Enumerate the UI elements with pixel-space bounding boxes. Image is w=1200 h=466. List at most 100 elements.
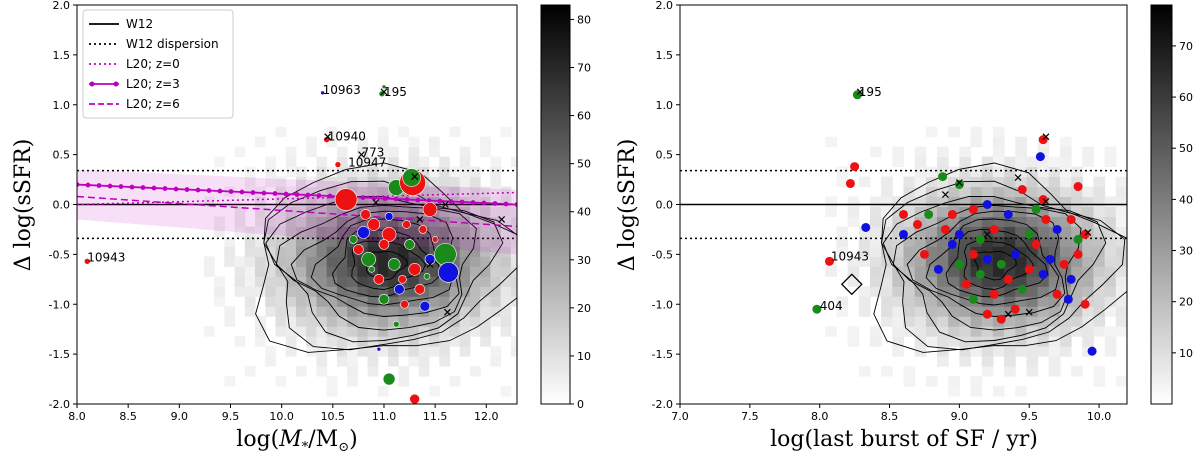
- density-cell: [306, 196, 317, 207]
- density-cell: [937, 336, 949, 347]
- density-cell: [357, 286, 369, 297]
- data-point: [1003, 209, 1013, 219]
- density-cell: [1026, 286, 1039, 297]
- density-cell: [459, 296, 471, 307]
- density-cell: [1026, 196, 1039, 207]
- data-point: [850, 162, 860, 172]
- data-point: [376, 346, 382, 352]
- density-cell: [357, 316, 369, 327]
- density-cell: [408, 146, 420, 158]
- density-cell: [903, 206, 916, 217]
- density-cell: [925, 126, 938, 138]
- density-cell: [388, 306, 399, 317]
- ticks-left: 8.0 8.5 9.0 9.5 10.0 10.5 11.0 11.5 12.0 -2.0 -1.5…: [49, 0, 499, 423]
- density-cell: [881, 306, 893, 317]
- density-cell: [948, 226, 960, 237]
- density-cell: [970, 186, 983, 198]
- data-point: [1059, 259, 1069, 269]
- density-cell: [1093, 326, 1106, 337]
- density-cell: [1015, 246, 1027, 257]
- density-cell: [469, 256, 481, 267]
- density-cell: [1048, 236, 1061, 247]
- density-cell: [265, 346, 277, 357]
- density-cell: [531, 336, 542, 346]
- density-cell: [336, 276, 348, 287]
- contour-line: [255, 162, 517, 353]
- density-cell: [1071, 256, 1083, 267]
- data-point: [982, 309, 992, 319]
- density-cell: [521, 266, 532, 276]
- density-cell: [903, 176, 916, 188]
- density-cell: [881, 316, 893, 327]
- density-cell: [275, 376, 287, 387]
- density-cell: [1004, 216, 1016, 227]
- density-cell: [418, 346, 430, 357]
- data-point: [1066, 214, 1076, 224]
- density-cell: [914, 156, 927, 168]
- density-cell: [439, 156, 450, 168]
- density-cell: [970, 126, 983, 138]
- density-cell: [500, 126, 512, 138]
- density-cell: [992, 236, 1005, 247]
- density-cell: [948, 296, 960, 307]
- density-cell: [255, 286, 266, 297]
- density-cell: [925, 216, 938, 227]
- density-cell: [490, 156, 502, 168]
- density-cell: [914, 206, 927, 217]
- density-cell: [255, 216, 266, 227]
- density-cell: [948, 276, 960, 287]
- density-cell: [469, 236, 481, 247]
- density-cell: [388, 346, 399, 357]
- density-cell: [275, 286, 287, 297]
- density-cell: [285, 156, 297, 168]
- density-cell: [265, 236, 277, 247]
- density-cell: [510, 256, 517, 267]
- density-cell: [521, 316, 532, 326]
- density-cell: [500, 246, 512, 257]
- density-cell: [1026, 366, 1039, 377]
- data-point: [348, 235, 358, 244]
- legend-label: L20; z=3: [126, 77, 180, 91]
- density-cell: [316, 226, 328, 237]
- data-point: [1038, 269, 1048, 279]
- density-cell: [869, 236, 882, 247]
- density-cell: [1127, 256, 1139, 266]
- density-cell: [992, 386, 1005, 397]
- density-cell: [937, 236, 949, 247]
- cross-marker: [1025, 308, 1033, 316]
- data-point: [398, 275, 407, 284]
- density-cell: [1015, 256, 1027, 267]
- density-cell: [836, 296, 849, 307]
- density-cell: [914, 266, 927, 277]
- density-cell: [265, 206, 277, 217]
- density-cell: [336, 176, 348, 188]
- density-cell: [1093, 256, 1106, 267]
- density-cell: [306, 326, 317, 337]
- colorbar-tick-label: 60: [1179, 91, 1193, 104]
- density-cell: [521, 296, 532, 306]
- density-cell: [275, 176, 287, 188]
- density-cell: [377, 266, 389, 277]
- density-cell: [367, 226, 379, 237]
- density-cell: [377, 126, 389, 138]
- data-point: [982, 254, 992, 264]
- density-cell: [418, 336, 430, 347]
- density-cell: [347, 356, 358, 367]
- density-cell: [903, 376, 916, 387]
- density-cell: [480, 296, 491, 307]
- density-cell: [1026, 336, 1039, 347]
- density-cell: [892, 246, 904, 257]
- density-cell: [1048, 216, 1061, 227]
- colorbar-tick-label: 30: [577, 254, 591, 267]
- density-cell: [316, 246, 328, 257]
- density-cell: [398, 126, 410, 138]
- density-cell: [408, 216, 420, 227]
- l20-z3-marker: [448, 199, 454, 204]
- density-cell: [510, 336, 517, 347]
- density-cell: [336, 216, 348, 227]
- l20-z3-marker: [206, 188, 212, 193]
- density-cell: [531, 326, 542, 336]
- density-cell: [500, 216, 512, 227]
- density-cell: [295, 316, 307, 327]
- density-cell: [1015, 136, 1027, 148]
